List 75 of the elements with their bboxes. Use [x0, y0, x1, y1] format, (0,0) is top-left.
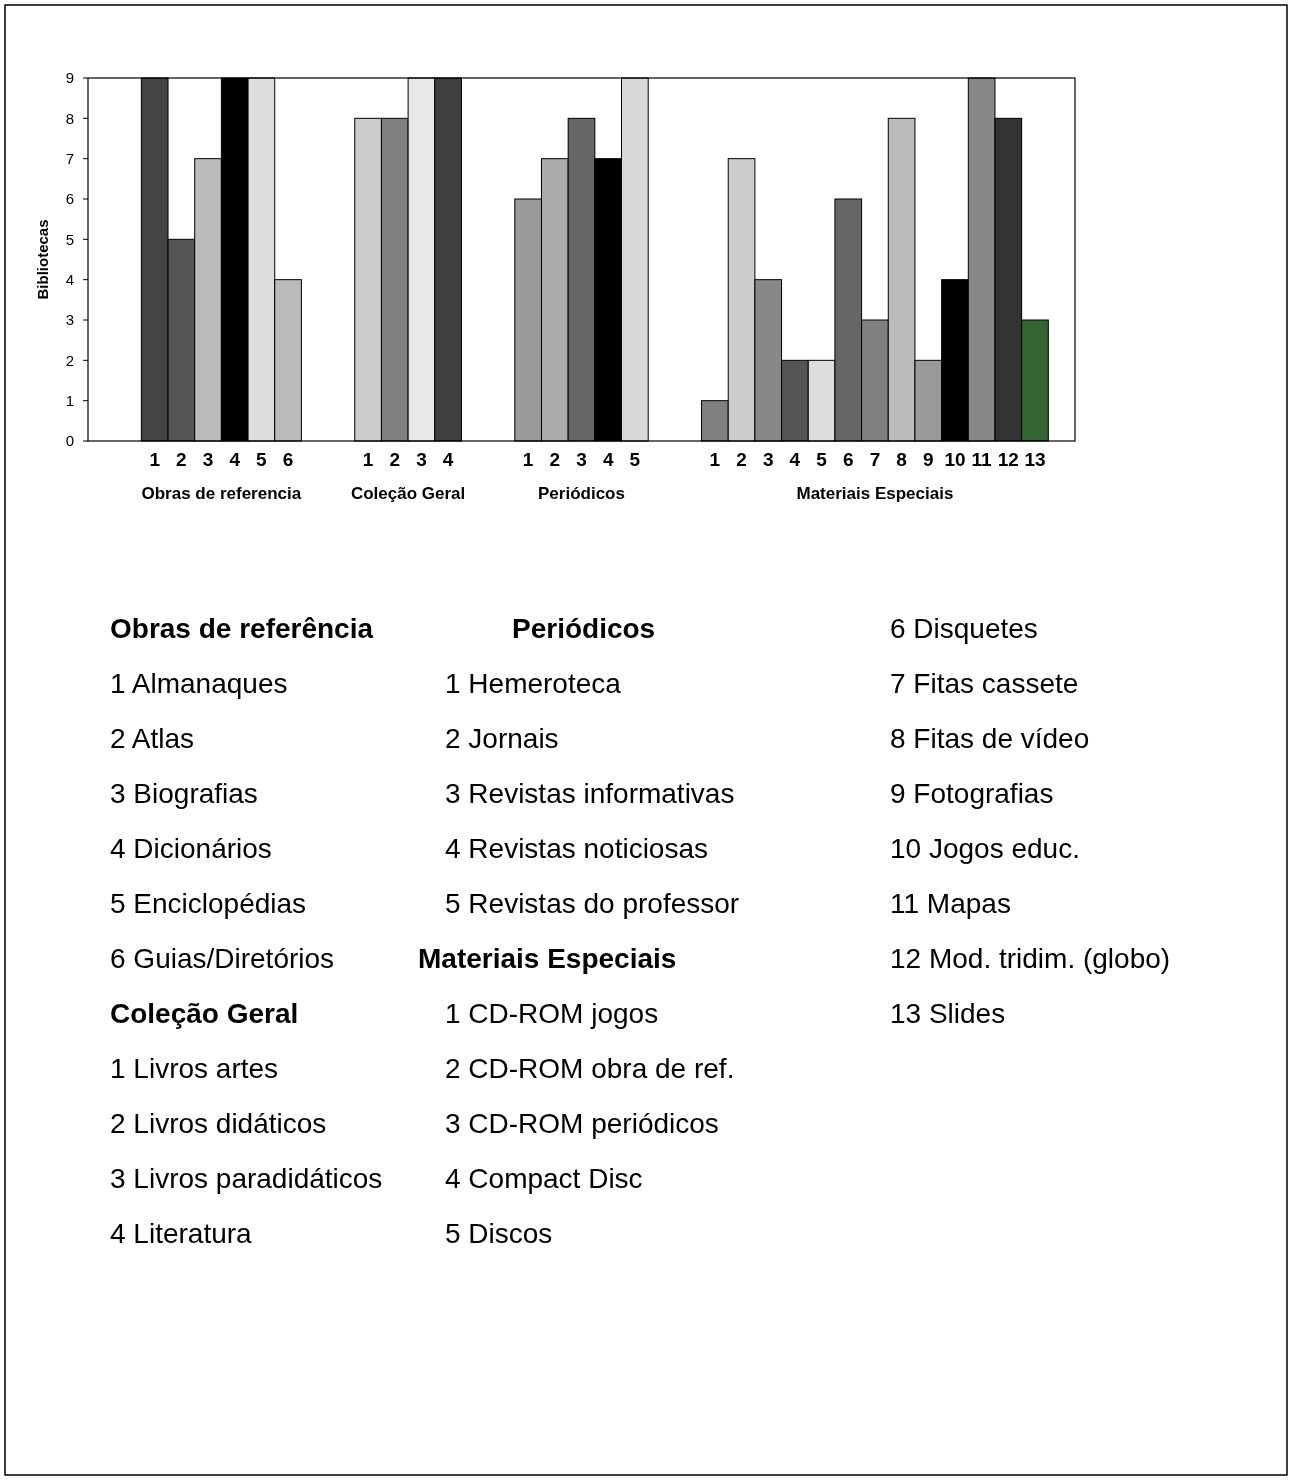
x-tick-label: 1 [522, 449, 534, 470]
x-tick-label: 4 [602, 449, 614, 470]
text: 1 Livros artes [110, 1053, 279, 1084]
x-tick-label: 1 [149, 449, 161, 470]
text: Periódicos [538, 484, 625, 503]
y-tick-label: 3 [65, 311, 74, 329]
x-tick-label: 2 [736, 449, 747, 470]
x-tick-label: 4 [789, 449, 801, 470]
x-tick-label: 5 [256, 449, 268, 470]
text: 12 Mod. tridim. (globo) [890, 943, 1171, 974]
text: 2 Jornais [445, 723, 559, 754]
text: 6 Disquetes [890, 613, 1038, 644]
x-tick-label: 7 [869, 449, 881, 470]
x-tick-label: 3 [416, 449, 427, 470]
text: 3 Biografias [110, 778, 258, 809]
text: Coleção Geral [350, 484, 466, 503]
x-tick-label: 6 [282, 449, 294, 470]
text: Periódicos [512, 613, 656, 644]
y-tick-label: 6 [65, 190, 74, 208]
y-tick-label: 7 [65, 149, 74, 167]
text: 8 Fitas de vídeo [890, 723, 1090, 754]
x-tick-label: 4 [442, 449, 454, 470]
x-tick-label: 1 [709, 449, 721, 470]
text: 1 Almanaques [110, 668, 288, 699]
text: 3 Livros paradidáticos [110, 1163, 383, 1194]
x-tick-label: 2 [549, 449, 561, 470]
y-tick-label: 1 [65, 391, 74, 409]
text: Obras de referência [110, 613, 374, 644]
x-tick-label: 3 [762, 449, 774, 470]
text: 2 CD-ROM obra de ref. [445, 1053, 735, 1084]
text: Coleção Geral [110, 998, 299, 1029]
text: 4 Compact Disc [445, 1163, 643, 1194]
text: 2 Atlas [110, 723, 195, 754]
x-tick-label: 3 [202, 449, 214, 470]
text: 2 Livros didáticos [110, 1108, 327, 1139]
x-tick-label: 9 [922, 449, 934, 470]
x-tick-label: 2 [176, 449, 187, 470]
y-axis-title: Bibliotecas [34, 219, 51, 300]
text: 5 Enciclopédias [110, 888, 307, 919]
text: 3 CD-ROM periódicos [445, 1108, 719, 1139]
x-tick-label: 8 [896, 449, 907, 470]
y-tick-label: 2 [65, 351, 74, 369]
x-tick-label: 11 [971, 449, 993, 470]
text: 1 Hemeroteca [445, 668, 622, 699]
text: 7 Fitas cassete [890, 668, 1079, 699]
text: 4 Literatura [110, 1218, 253, 1249]
y-tick-label: 8 [65, 109, 74, 127]
text: 5 Revistas do professor [445, 888, 740, 919]
text: Materiais Especiais [418, 943, 677, 974]
x-tick-label: 5 [816, 449, 828, 470]
text: 11 Mapas [890, 888, 1011, 919]
text: 13 Slides [890, 998, 1006, 1029]
y-tick-label: 0 [65, 432, 74, 450]
x-tick-label: 10 [944, 449, 966, 470]
text: Obras de referencia [141, 484, 302, 503]
x-tick-label: 3 [576, 449, 587, 470]
x-tick-label: 1 [362, 449, 374, 470]
text: Materiais Especiais [796, 484, 954, 503]
text: 10 Jogos educ. [890, 833, 1080, 864]
x-tick-label: 2 [389, 449, 401, 470]
text: 3 Revistas informativas [445, 778, 735, 809]
y-tick-label: 4 [65, 270, 74, 288]
y-tick-label: 5 [65, 230, 74, 248]
x-tick-label: 4 [229, 449, 241, 470]
y-tick-label: 9 [65, 69, 74, 87]
text: 1 CD-ROM jogos [445, 998, 659, 1029]
text: 4 Dicionários [110, 833, 272, 864]
x-tick-label: 6 [842, 449, 854, 470]
x-tick-label: 12 [997, 449, 1019, 470]
x-tick-label: 13 [1024, 449, 1046, 470]
text: 9 Fotografias [890, 778, 1054, 809]
text: 6 Guias/Diretórios [110, 943, 335, 974]
text: 5 Discos [445, 1218, 553, 1249]
text: 4 Revistas noticiosas [445, 833, 709, 864]
x-tick-label: 5 [629, 449, 641, 470]
